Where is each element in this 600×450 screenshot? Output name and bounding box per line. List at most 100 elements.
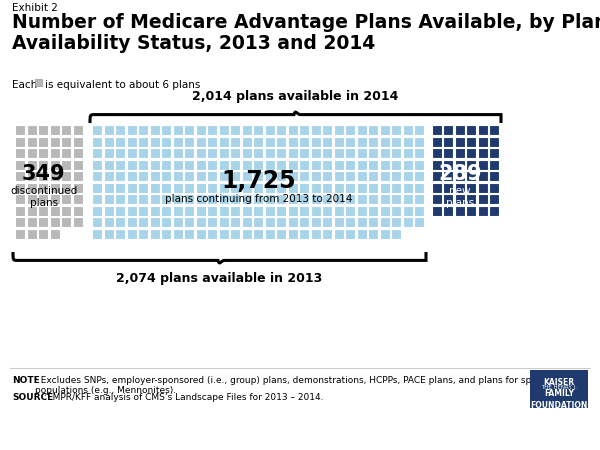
Text: : Excludes SNPs, employer-sponsored (i.e., group) plans, demonstrations, HCPPs, : : Excludes SNPs, employer-sponsored (i.e…: [35, 376, 553, 396]
FancyBboxPatch shape: [334, 171, 343, 181]
FancyBboxPatch shape: [138, 148, 148, 158]
FancyBboxPatch shape: [356, 194, 367, 204]
FancyBboxPatch shape: [322, 206, 332, 216]
FancyBboxPatch shape: [138, 194, 148, 204]
FancyBboxPatch shape: [26, 148, 37, 158]
FancyBboxPatch shape: [115, 217, 125, 227]
FancyBboxPatch shape: [173, 159, 182, 170]
FancyBboxPatch shape: [49, 217, 59, 227]
FancyBboxPatch shape: [478, 183, 487, 193]
FancyBboxPatch shape: [287, 229, 298, 238]
FancyBboxPatch shape: [276, 171, 286, 181]
FancyBboxPatch shape: [184, 159, 194, 170]
FancyBboxPatch shape: [455, 125, 464, 135]
FancyBboxPatch shape: [403, 125, 413, 135]
FancyBboxPatch shape: [104, 206, 113, 216]
FancyBboxPatch shape: [173, 229, 182, 238]
FancyBboxPatch shape: [207, 217, 217, 227]
FancyBboxPatch shape: [466, 171, 476, 181]
FancyBboxPatch shape: [38, 125, 48, 135]
FancyBboxPatch shape: [173, 194, 182, 204]
FancyBboxPatch shape: [478, 136, 487, 147]
FancyBboxPatch shape: [391, 183, 401, 193]
FancyBboxPatch shape: [368, 159, 378, 170]
FancyBboxPatch shape: [173, 136, 182, 147]
FancyBboxPatch shape: [218, 171, 229, 181]
FancyBboxPatch shape: [455, 194, 464, 204]
FancyBboxPatch shape: [241, 217, 251, 227]
FancyBboxPatch shape: [218, 148, 229, 158]
FancyBboxPatch shape: [196, 194, 205, 204]
FancyBboxPatch shape: [265, 194, 275, 204]
FancyBboxPatch shape: [253, 125, 263, 135]
FancyBboxPatch shape: [104, 183, 113, 193]
FancyBboxPatch shape: [443, 194, 453, 204]
FancyBboxPatch shape: [356, 183, 367, 193]
FancyBboxPatch shape: [38, 171, 48, 181]
FancyBboxPatch shape: [184, 148, 194, 158]
FancyBboxPatch shape: [218, 136, 229, 147]
FancyBboxPatch shape: [276, 159, 286, 170]
FancyBboxPatch shape: [466, 206, 476, 216]
FancyBboxPatch shape: [92, 159, 102, 170]
FancyBboxPatch shape: [380, 229, 389, 238]
FancyBboxPatch shape: [489, 194, 499, 204]
FancyBboxPatch shape: [334, 148, 343, 158]
FancyBboxPatch shape: [265, 229, 275, 238]
FancyBboxPatch shape: [161, 183, 171, 193]
FancyBboxPatch shape: [26, 194, 37, 204]
FancyBboxPatch shape: [443, 125, 453, 135]
FancyBboxPatch shape: [368, 194, 378, 204]
FancyBboxPatch shape: [207, 206, 217, 216]
FancyBboxPatch shape: [230, 148, 240, 158]
FancyBboxPatch shape: [322, 194, 332, 204]
FancyBboxPatch shape: [276, 229, 286, 238]
FancyBboxPatch shape: [276, 217, 286, 227]
FancyBboxPatch shape: [15, 136, 25, 147]
FancyBboxPatch shape: [149, 229, 160, 238]
FancyBboxPatch shape: [61, 148, 71, 158]
FancyBboxPatch shape: [414, 125, 424, 135]
FancyBboxPatch shape: [127, 229, 137, 238]
FancyBboxPatch shape: [391, 125, 401, 135]
FancyBboxPatch shape: [138, 229, 148, 238]
FancyBboxPatch shape: [230, 194, 240, 204]
FancyBboxPatch shape: [61, 194, 71, 204]
FancyBboxPatch shape: [184, 194, 194, 204]
FancyBboxPatch shape: [334, 229, 343, 238]
FancyBboxPatch shape: [311, 148, 320, 158]
FancyBboxPatch shape: [356, 217, 367, 227]
FancyBboxPatch shape: [368, 229, 378, 238]
FancyBboxPatch shape: [161, 159, 171, 170]
Text: SOURCE: SOURCE: [12, 393, 53, 402]
FancyBboxPatch shape: [149, 171, 160, 181]
FancyBboxPatch shape: [173, 217, 182, 227]
FancyBboxPatch shape: [414, 183, 424, 193]
Text: plans continuing from 2013 to 2014: plans continuing from 2013 to 2014: [165, 194, 352, 203]
FancyBboxPatch shape: [455, 206, 464, 216]
FancyBboxPatch shape: [253, 136, 263, 147]
FancyBboxPatch shape: [73, 194, 83, 204]
FancyBboxPatch shape: [127, 206, 137, 216]
FancyBboxPatch shape: [230, 171, 240, 181]
FancyBboxPatch shape: [173, 125, 182, 135]
FancyBboxPatch shape: [403, 159, 413, 170]
Text: Exhibit 2: Exhibit 2: [12, 3, 58, 13]
FancyBboxPatch shape: [230, 217, 240, 227]
FancyBboxPatch shape: [380, 206, 389, 216]
FancyBboxPatch shape: [345, 183, 355, 193]
FancyBboxPatch shape: [184, 229, 194, 238]
FancyBboxPatch shape: [115, 206, 125, 216]
FancyBboxPatch shape: [334, 183, 343, 193]
FancyBboxPatch shape: [311, 183, 320, 193]
FancyBboxPatch shape: [49, 229, 59, 238]
FancyBboxPatch shape: [299, 194, 309, 204]
FancyBboxPatch shape: [92, 183, 102, 193]
FancyBboxPatch shape: [49, 125, 59, 135]
FancyBboxPatch shape: [414, 148, 424, 158]
FancyBboxPatch shape: [127, 194, 137, 204]
FancyBboxPatch shape: [49, 136, 59, 147]
FancyBboxPatch shape: [73, 183, 83, 193]
FancyBboxPatch shape: [196, 136, 205, 147]
FancyBboxPatch shape: [61, 217, 71, 227]
